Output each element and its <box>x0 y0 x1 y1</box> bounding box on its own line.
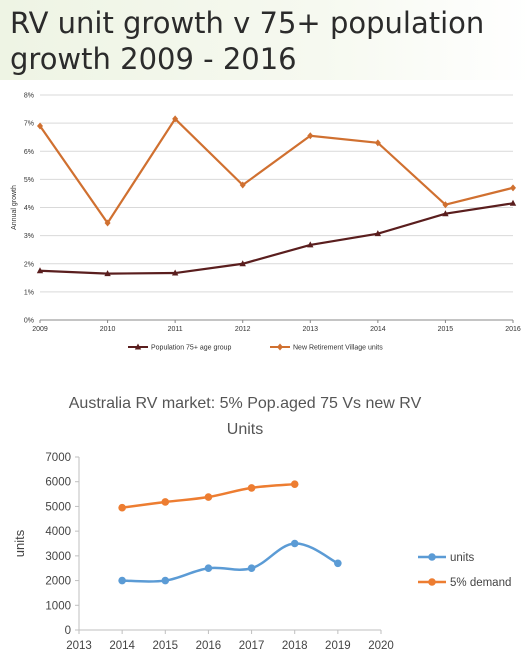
data-point <box>239 260 246 267</box>
data-point <box>204 493 213 501</box>
data-point <box>247 564 256 573</box>
legend-label: units <box>450 552 475 564</box>
legend-swatch-marker <box>277 343 283 351</box>
x-tick-label: 2012 <box>235 326 251 333</box>
data-point <box>118 576 126 585</box>
y-tick-label: 5% <box>24 177 34 184</box>
series-1 <box>36 199 517 277</box>
y-tick-label: 4000 <box>45 526 71 538</box>
chart-title-line: Australia RV market: 5% Pop.aged 75 Vs n… <box>69 395 422 412</box>
series-line <box>39 117 514 225</box>
slide-title-line-1: RV unit growth v 75+ population <box>10 6 485 40</box>
data-point <box>239 181 246 189</box>
data-point <box>247 484 256 492</box>
y-tick-label: 2000 <box>45 576 71 588</box>
x-tick-label: 2011 <box>168 326 183 333</box>
slide-title-line-2: growth 2009 - 2016 <box>10 42 297 76</box>
y-tick-label: 3000 <box>45 551 71 563</box>
y-tick-label: 6000 <box>45 477 71 489</box>
series-line <box>122 542 339 583</box>
chart-title-line: Units <box>227 421 263 438</box>
y-tick-label: 1000 <box>45 600 71 612</box>
legend: Population 75+ age group New Retirement V… <box>128 343 383 352</box>
series-line <box>39 202 514 275</box>
x-tick-label: 2020 <box>368 640 394 652</box>
data-point <box>118 503 126 512</box>
legend-label: Population 75+ age group <box>151 345 231 352</box>
data-point <box>442 210 449 217</box>
data-point <box>374 230 382 237</box>
growth-line-chart: 0% 1% 2% 3% 4% 5% 6% 7% 8% 2009 2010 2011 2012 2013 20… <box>11 93 521 352</box>
data-point <box>104 219 111 227</box>
data-point <box>374 139 381 147</box>
data-point <box>442 201 449 209</box>
series-1 <box>118 539 342 585</box>
data-point <box>204 564 213 573</box>
slide-title: RV unit growth v 75+ population growth 2… <box>0 0 532 80</box>
x-tick-label: 2010 <box>100 326 116 333</box>
y-tick-label: 8% <box>24 93 34 100</box>
series-2 <box>118 480 299 512</box>
data-point <box>171 269 179 276</box>
x-tick-label: 2014 <box>370 326 386 333</box>
y-axis-label: Annual growth <box>11 185 18 230</box>
data-point <box>36 267 44 274</box>
y-tick-label: 5000 <box>45 501 71 513</box>
y-tick-label: 2% <box>24 261 34 268</box>
legend-swatch-marker <box>428 578 436 586</box>
data-point <box>172 115 179 123</box>
data-point <box>290 539 299 548</box>
y-tick-label: 6% <box>24 149 34 156</box>
x-tick-label: 2017 <box>239 640 265 652</box>
y-tick-label: 0% <box>24 318 34 325</box>
legend-swatch-marker <box>428 553 436 561</box>
y-tick-label: 7% <box>24 121 34 128</box>
data-point <box>307 241 314 248</box>
legend-swatch-marker <box>134 343 142 350</box>
x-tick-label: 2015 <box>438 326 454 333</box>
series-2 <box>37 115 516 227</box>
data-point <box>37 122 43 130</box>
x-tick-label: 2016 <box>505 326 521 333</box>
data-point <box>334 559 342 568</box>
data-point <box>161 576 170 585</box>
x-tick-label: 2014 <box>109 640 135 652</box>
data-point <box>509 199 517 206</box>
data-point <box>290 480 299 488</box>
x-tick-label: 2018 <box>282 640 308 652</box>
data-point <box>104 270 111 277</box>
data-point <box>307 132 314 140</box>
legend-label: 5% demand <box>450 577 511 589</box>
y-tick-label: 1% <box>24 289 34 296</box>
rv-market-line-chart: Australia RV market: 5% Pop.aged 75 Vs n… <box>12 395 511 652</box>
y-tick-label: 3% <box>24 233 34 240</box>
data-point <box>510 184 516 192</box>
x-tick-label: 2013 <box>302 326 318 333</box>
x-tick-label: 2015 <box>152 640 178 652</box>
y-axis-label: units <box>12 529 27 557</box>
legend-label: New Retirement Village units <box>293 345 383 352</box>
legend: units 5% demand <box>418 552 511 589</box>
x-tick-label: 2019 <box>325 640 351 652</box>
x-tick-label: 2016 <box>196 640 222 652</box>
y-tick-label: 0 <box>65 625 71 637</box>
x-tick-label: 2009 <box>32 326 48 333</box>
data-point <box>161 498 170 506</box>
y-tick-label: 4% <box>24 205 34 212</box>
y-tick-label: 7000 <box>45 452 71 464</box>
x-tick-label: 2013 <box>66 640 92 652</box>
